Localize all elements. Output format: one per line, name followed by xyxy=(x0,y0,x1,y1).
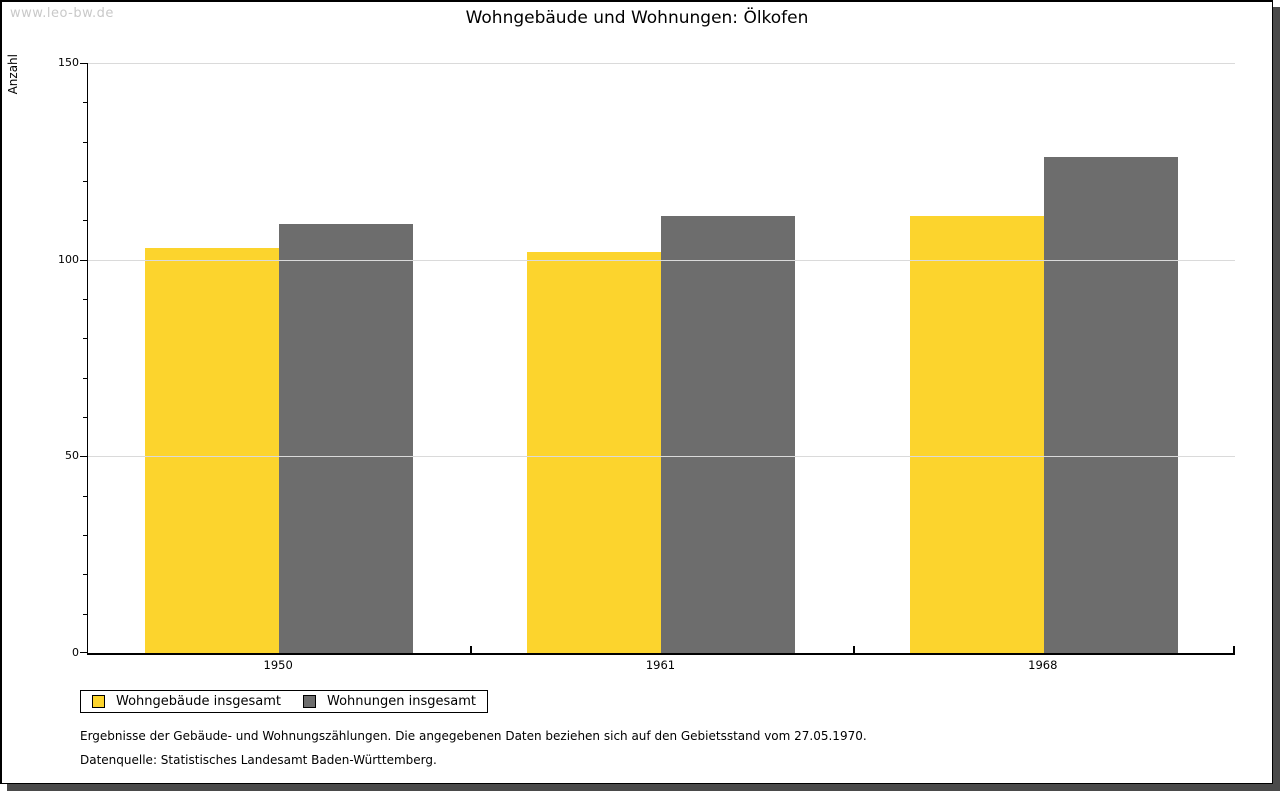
y-minor-tick xyxy=(83,613,87,615)
data-source-text: Datenquelle: Statistisches Landesamt Bad… xyxy=(80,753,437,767)
y-minor-tick xyxy=(83,220,87,222)
y-minor-tick xyxy=(83,535,87,536)
y-tick-label: 50 xyxy=(65,449,79,463)
footnote-text: Ergebnisse der Gebäude- und Wohnungszähl… xyxy=(80,729,867,743)
bar xyxy=(1043,157,1178,653)
legend-item: Wohngebäude insgesamt xyxy=(92,694,281,709)
x-tick-label: 1968 xyxy=(1028,658,1058,672)
chart-title: Wohngebäude und Wohnungen: Ölkofen xyxy=(465,8,809,28)
bar xyxy=(909,216,1044,653)
x-axis-tick xyxy=(853,646,855,653)
x-tick-label: 1961 xyxy=(645,658,676,672)
bar xyxy=(145,247,280,653)
y-minor-tick xyxy=(83,417,87,418)
y-minor-tick xyxy=(83,141,87,143)
y-tick-label: 150 xyxy=(58,56,79,69)
gridline xyxy=(88,259,1235,261)
x-axis-tick xyxy=(470,646,472,653)
legend-item: Wohnungen insgesamt xyxy=(303,694,476,709)
bar-group xyxy=(470,63,852,653)
gridline xyxy=(88,456,1235,458)
y-tick-label: 100 xyxy=(58,252,79,266)
legend-label: Wohnungen insgesamt xyxy=(327,694,476,709)
bar-group xyxy=(88,63,470,653)
legend-swatch xyxy=(303,695,316,708)
x-tick-label: 1950 xyxy=(263,658,293,672)
y-major-tick xyxy=(80,456,87,458)
gridline xyxy=(88,63,1235,64)
bar xyxy=(279,224,414,653)
legend: Wohngebäude insgesamt Wohnungen insgesamt xyxy=(80,690,488,713)
y-minor-tick xyxy=(83,574,87,576)
y-minor-tick xyxy=(83,377,87,379)
y-minor-tick xyxy=(83,299,87,300)
y-major-tick xyxy=(80,259,87,261)
y-major-tick xyxy=(80,652,87,653)
plot-area xyxy=(80,63,1235,655)
legend-swatch xyxy=(92,695,105,708)
watermark: www.leo-bw.de xyxy=(10,6,114,21)
y-major-tick xyxy=(80,63,87,64)
y-minor-tick xyxy=(83,181,87,182)
bar-group xyxy=(853,63,1235,653)
y-minor-tick xyxy=(83,495,87,497)
bar xyxy=(661,216,796,653)
y-minor-tick xyxy=(83,338,87,340)
bar xyxy=(527,251,662,653)
y-minor-tick xyxy=(83,102,87,104)
y-tick-label: 0 xyxy=(72,646,79,659)
legend-label: Wohngebäude insgesamt xyxy=(116,694,281,709)
bar-groups xyxy=(88,63,1235,653)
x-axis-tick xyxy=(1233,646,1235,653)
